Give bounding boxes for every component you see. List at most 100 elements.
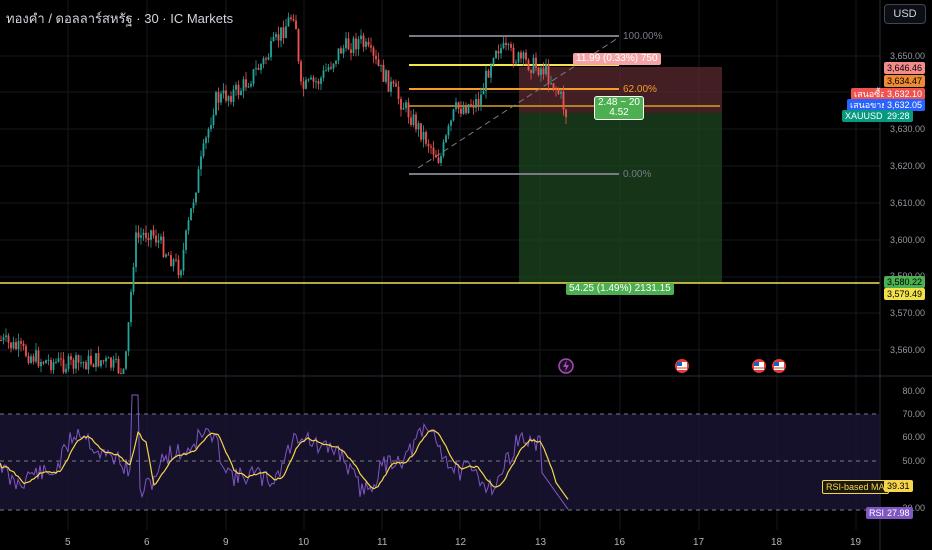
candle-body (410, 117, 412, 125)
candle-body (20, 341, 22, 344)
price-axis-label: 3,620.00 (889, 161, 925, 171)
candle-body (422, 131, 425, 140)
candle-body (195, 192, 197, 203)
candle-body (507, 44, 510, 46)
ask-label[interactable]: เสนอขาย (847, 99, 890, 111)
candle-body (395, 83, 397, 87)
take-profit-label[interactable]: 54.25 (1.49%) 2131.15 (566, 283, 674, 295)
candle-body (112, 359, 115, 368)
price-axis-label: 3,570.00 (889, 308, 925, 318)
candle-body (530, 70, 532, 73)
event-icons[interactable] (558, 358, 786, 374)
rsi-axis-label: 30.00 (902, 503, 925, 513)
candle-body (172, 259, 175, 267)
candle-body (187, 220, 190, 231)
us-flag-icon (675, 359, 689, 373)
candle-body (545, 64, 547, 75)
candle-body (142, 232, 145, 236)
candle-body (85, 362, 87, 370)
candle-body (372, 47, 375, 56)
candlestick-series (0, 12, 567, 375)
candle-body (27, 356, 30, 363)
candle-body (57, 358, 60, 362)
candle-body (562, 91, 565, 110)
candle-body (350, 49, 352, 53)
candle-body (375, 55, 377, 60)
candle-body (55, 361, 57, 363)
candle-body (210, 124, 212, 130)
candle-body (102, 360, 105, 362)
candle-body (415, 114, 417, 130)
symbol-title[interactable]: ทองคำ / ดอลลาร์สหรัฐ · 30 · IC Markets (6, 11, 234, 26)
candle-body (487, 70, 490, 78)
candle-body (470, 104, 472, 107)
candle-body (155, 235, 157, 243)
candle-body (90, 355, 92, 365)
support-tag: 3,579.49 (884, 288, 926, 300)
candle-body (95, 353, 97, 368)
candle-body (120, 373, 122, 375)
candle-body (145, 232, 147, 238)
candle-body (2, 337, 5, 341)
candle-body (532, 57, 535, 73)
candle-body (77, 355, 80, 363)
candle-body (160, 236, 162, 241)
ask-price[interactable]: 3,632.05 (884, 99, 926, 111)
candle-body (452, 109, 455, 121)
candle-body (130, 291, 132, 323)
date-label: 10 (298, 537, 310, 548)
stop-loss-label[interactable]: 11.99 (0.33%) 750 (573, 53, 661, 65)
candle-body (12, 341, 15, 349)
candle-body (50, 359, 52, 371)
candle-body (175, 259, 177, 261)
candle-body (252, 69, 255, 84)
candle-body (492, 58, 495, 65)
candle-body (275, 34, 277, 37)
candle-body (227, 96, 230, 101)
candle-body (347, 38, 350, 50)
candle-body (37, 350, 40, 367)
candle-body (157, 240, 160, 243)
price-axis-label: 3,600.00 (889, 235, 925, 245)
candle-body (245, 79, 247, 88)
candle-body (402, 108, 405, 110)
candle-body (115, 358, 117, 360)
candle-body (30, 356, 32, 363)
candle-body (445, 135, 447, 143)
price-axis-label: 3,650.00 (889, 51, 925, 61)
candle-body (540, 68, 542, 75)
candle-body (192, 202, 195, 209)
rsi-axis-label: 50.00 (902, 456, 925, 466)
candle-body (512, 47, 515, 64)
candle-body (80, 362, 82, 364)
candle-body (45, 360, 47, 364)
candle-body (360, 35, 362, 40)
rsi-axis-label: 60.00 (902, 432, 925, 442)
candle-body (265, 58, 267, 60)
take-profit-zone[interactable] (519, 113, 722, 283)
currency-button[interactable]: USD (884, 4, 926, 24)
candle-body (332, 63, 335, 69)
candle-body (100, 360, 102, 367)
candle-body (150, 230, 152, 240)
candle-body (502, 42, 505, 49)
candle-body (467, 104, 470, 113)
candle-body (202, 143, 205, 157)
date-label: 17 (693, 537, 705, 548)
candle-body (300, 61, 302, 82)
candle-body (70, 356, 72, 360)
candle-body (460, 108, 462, 114)
rsi-ma-label: RSI-based MA (822, 480, 889, 494)
candle-body (217, 92, 220, 103)
candle-body (520, 52, 522, 59)
entry-label[interactable]: 2.48 ~ 20 4.52 (594, 96, 644, 120)
candle-body (10, 342, 12, 349)
fib-level-tag: 3,634.47 (884, 75, 926, 87)
bid-price[interactable]: 3,632.10 (884, 88, 926, 100)
candle-body (390, 81, 392, 92)
candle-body (485, 70, 487, 91)
date-label: 13 (535, 537, 547, 548)
rsi-ma-line (0, 429, 569, 500)
bid-label[interactable]: เสนอซื้อ (851, 88, 889, 100)
